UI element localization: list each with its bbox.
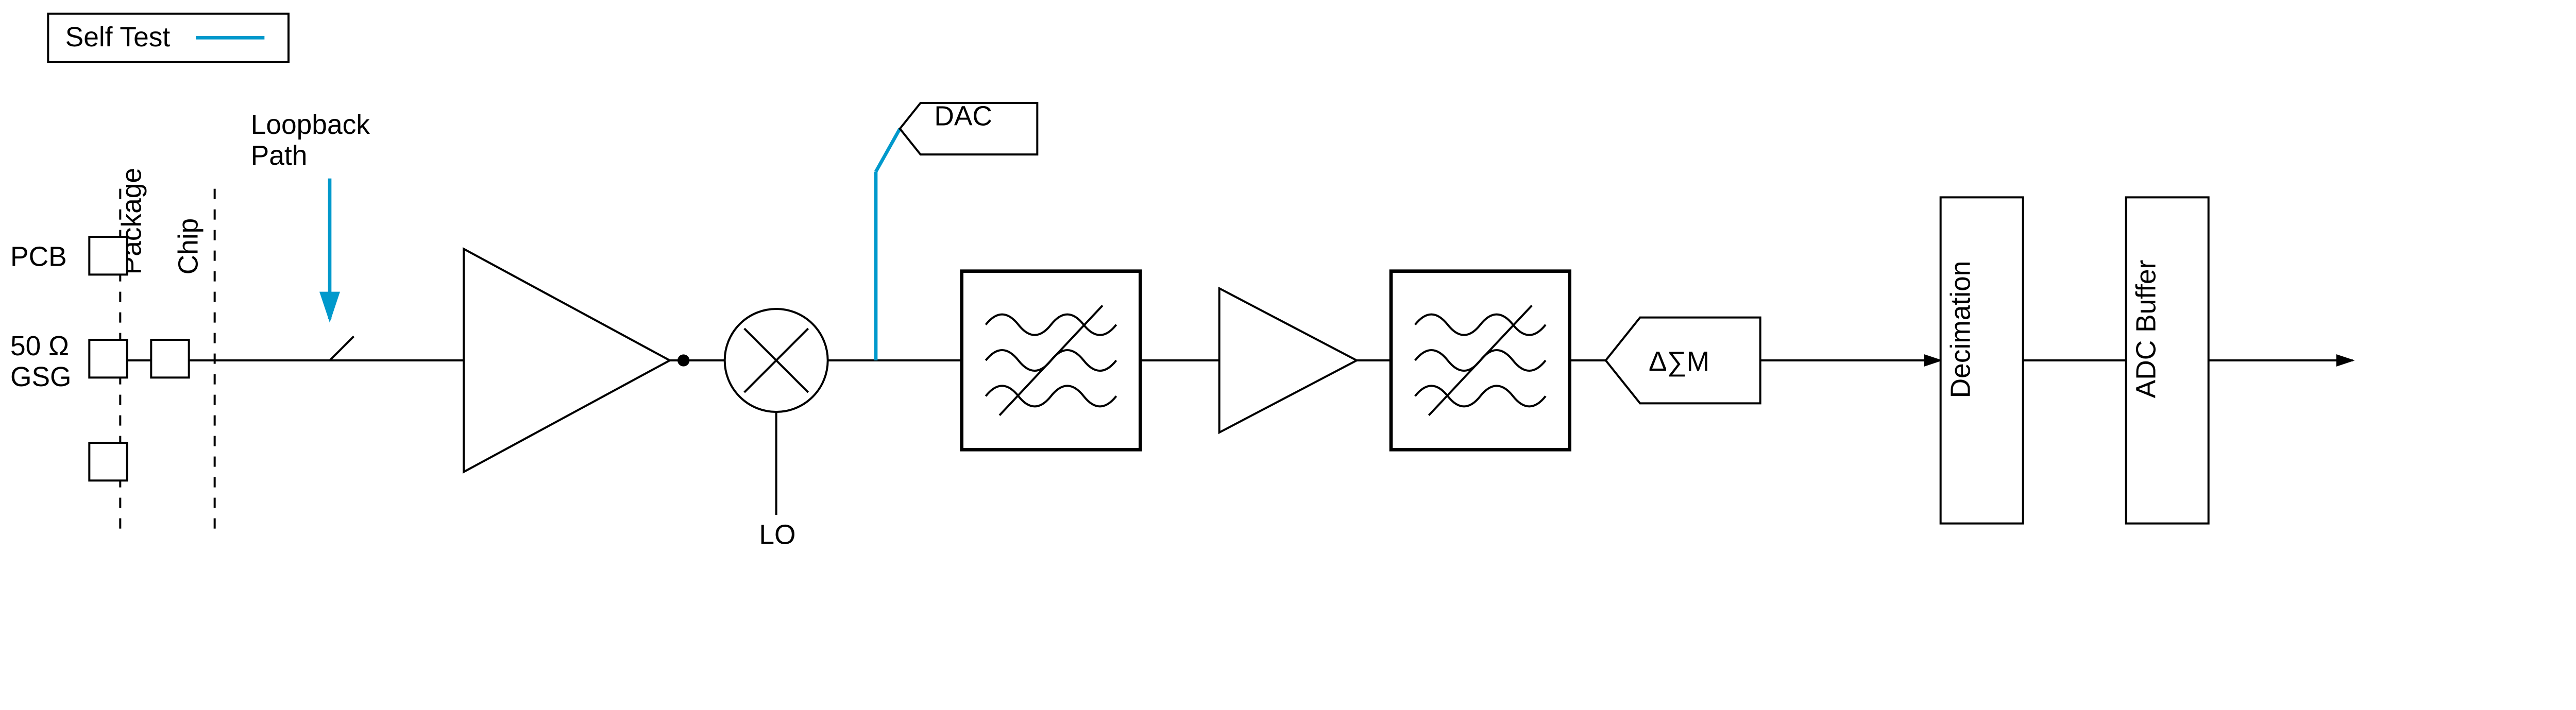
label-dsm: Δ∑M <box>1649 347 1709 377</box>
label-chip: Chip <box>173 218 204 275</box>
lna-amp <box>464 249 670 472</box>
label-pcb: PCB <box>10 242 67 272</box>
label-adc-buffer: ADC Buffer <box>2131 260 2161 399</box>
dac-lead <box>876 129 900 171</box>
label-loopback-1: Loopback <box>251 110 370 140</box>
pad-1 <box>89 340 127 377</box>
pad-3 <box>151 340 189 377</box>
label-50ohm: 50 Ω <box>10 331 69 361</box>
label-gsg: GSG <box>10 362 72 392</box>
pad-2 <box>89 443 127 480</box>
amp-2 <box>1219 288 1357 432</box>
loopback-switch <box>330 336 416 360</box>
label-dac: DAC <box>934 101 992 131</box>
node-dot <box>677 354 689 366</box>
label-loopback-2: Path <box>251 141 308 171</box>
label-decimation: Decimation <box>1945 261 1976 399</box>
pad-0 <box>89 237 127 274</box>
legend-label: Self Test <box>65 22 171 53</box>
label-lo: LO <box>759 520 795 550</box>
